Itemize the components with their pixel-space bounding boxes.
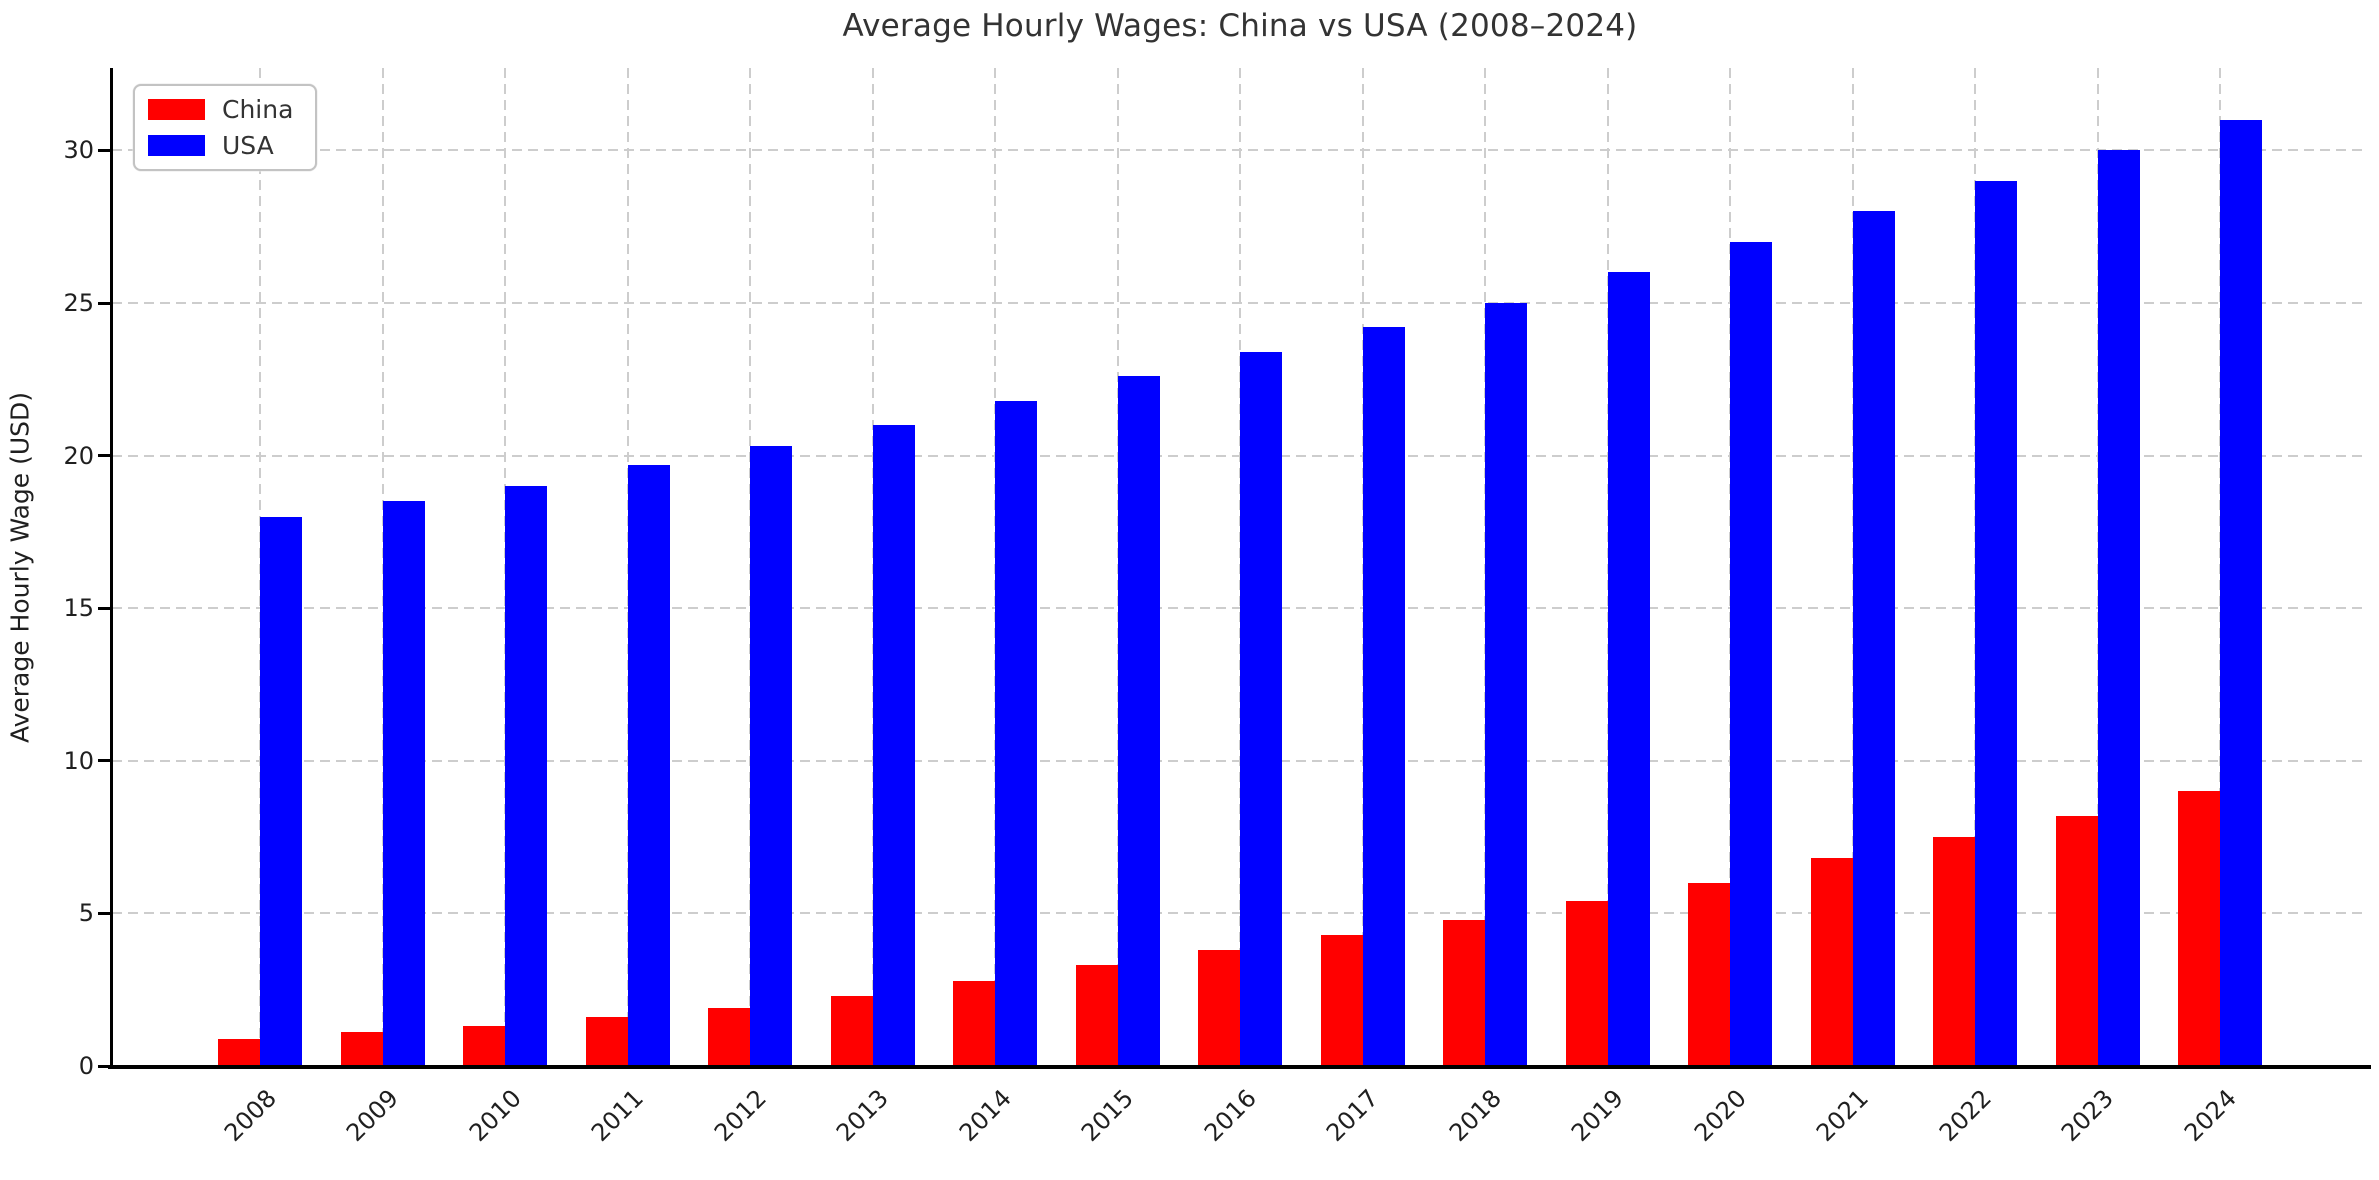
- ytick-mark-25: [98, 301, 110, 305]
- bar-usa-2022: [1975, 180, 2017, 1066]
- bar-china-2010: [463, 1026, 505, 1066]
- xtick-label-2009: 2009: [341, 1084, 405, 1147]
- x-axis-spine: [108, 1065, 2371, 1069]
- bar-china-2017: [1320, 934, 1363, 1066]
- xtick-label-2014: 2014: [953, 1084, 1017, 1147]
- chart-title: Average Hourly Wages: China vs USA (2008…: [842, 8, 1638, 44]
- bar-china-2024: [2178, 791, 2220, 1066]
- bar-usa-2015: [1117, 376, 1160, 1066]
- ytick-mark-20: [98, 454, 110, 458]
- bar-usa-2012: [750, 446, 792, 1066]
- ytick-label-30: 30: [63, 136, 94, 165]
- ytick-mark-15: [98, 606, 110, 610]
- bar-china-2011: [585, 1017, 628, 1066]
- legend: China USA: [133, 84, 318, 171]
- ytick-mark-30: [98, 148, 110, 152]
- bar-usa-2024: [2220, 119, 2262, 1066]
- bar-china-2012: [708, 1008, 750, 1066]
- ytick-label-20: 20: [63, 441, 94, 470]
- bar-usa-2008: [260, 516, 302, 1066]
- bar-china-2018: [1443, 919, 1485, 1066]
- bar-usa-2016: [1240, 351, 1282, 1066]
- legend-item-china: China: [148, 96, 293, 123]
- legend-swatch-china: [148, 99, 205, 120]
- ytick-label-15: 15: [63, 594, 94, 623]
- ytick-mark-0: [98, 1064, 110, 1068]
- bar-usa-2017: [1362, 327, 1405, 1066]
- xtick-label-2015: 2015: [1076, 1084, 1140, 1147]
- xtick-label-2012: 2012: [708, 1084, 772, 1147]
- xtick-label-2016: 2016: [1198, 1084, 1262, 1147]
- bar-usa-2014: [995, 400, 1037, 1066]
- xtick-label-2011: 2011: [586, 1084, 650, 1147]
- bar-usa-2023: [2097, 150, 2140, 1066]
- xtick-label-2023: 2023: [2056, 1084, 2120, 1147]
- bar-china-2019: [1565, 901, 1608, 1066]
- bar-usa-2010: [505, 486, 547, 1066]
- legend-swatch-usa: [148, 135, 205, 156]
- bar-china-2020: [1688, 882, 1730, 1066]
- bar-china-2009: [340, 1032, 383, 1066]
- bar-china-2014: [953, 980, 995, 1066]
- xtick-label-2020: 2020: [1688, 1084, 1752, 1147]
- xtick-label-2010: 2010: [463, 1084, 527, 1147]
- bar-china-2021: [1810, 858, 1853, 1066]
- bar-usa-2011: [627, 464, 670, 1066]
- xtick-label-2021: 2021: [1811, 1084, 1875, 1147]
- bar-china-2015: [1075, 965, 1118, 1066]
- bar-usa-2013: [872, 425, 915, 1066]
- xtick-label-2022: 2022: [1933, 1084, 1997, 1147]
- ytick-label-10: 10: [63, 746, 94, 775]
- legend-label-usa: USA: [222, 131, 274, 160]
- xtick-label-2024: 2024: [2178, 1084, 2242, 1147]
- legend-label-china: China: [222, 95, 294, 124]
- bar-china-2023: [2055, 815, 2098, 1066]
- bar-usa-2019: [1607, 272, 1650, 1066]
- legend-item-usa: USA: [148, 132, 293, 159]
- ytick-label-5: 5: [78, 899, 94, 928]
- ytick-label-0: 0: [78, 1052, 94, 1080]
- ytick-mark-10: [98, 759, 110, 763]
- y-axis-spine: [110, 68, 113, 1069]
- ytick-label-25: 25: [63, 289, 94, 317]
- bar-usa-2021: [1852, 211, 1895, 1066]
- xtick-label-2013: 2013: [831, 1084, 895, 1147]
- xtick-label-2008: 2008: [218, 1084, 282, 1147]
- ytick-mark-5: [98, 911, 110, 915]
- xtick-label-2019: 2019: [1566, 1084, 1630, 1147]
- xtick-label-2018: 2018: [1443, 1084, 1507, 1147]
- xtick-label-2017: 2017: [1321, 1084, 1385, 1147]
- bar-china-2022: [1933, 837, 1975, 1066]
- bar-china-2013: [830, 995, 873, 1066]
- bar-usa-2009: [382, 501, 425, 1066]
- bar-usa-2020: [1730, 241, 1772, 1066]
- bar-china-2016: [1198, 950, 1240, 1066]
- bar-china-2008: [218, 1038, 260, 1066]
- bar-usa-2018: [1485, 303, 1527, 1066]
